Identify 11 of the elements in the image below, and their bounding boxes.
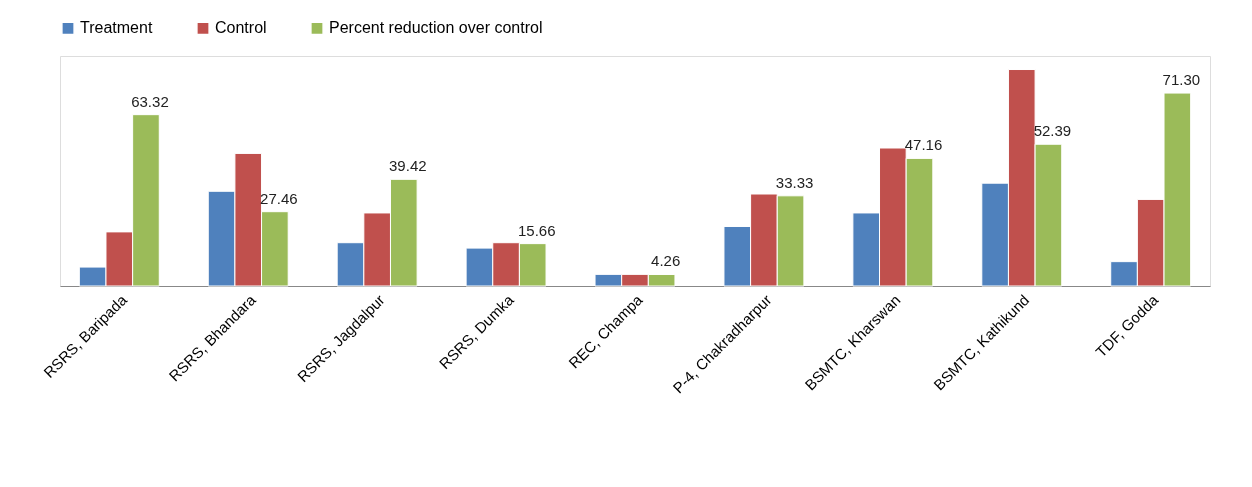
data-label: 15.66 <box>517 221 556 239</box>
data-label: 52.39 <box>1033 122 1072 140</box>
data-label: 47.16 <box>904 136 943 154</box>
data-label: 4.26 <box>651 252 681 270</box>
legend-label: Percent reduction over control <box>329 19 543 37</box>
data-label: 33.33 <box>775 173 814 191</box>
data-label: 39.42 <box>389 157 427 175</box>
data-label: 63.32 <box>131 92 169 110</box>
legend-label: Treatment <box>80 19 153 37</box>
data-label: 71.30 <box>1162 71 1201 89</box>
legend-label: Control <box>215 19 267 37</box>
